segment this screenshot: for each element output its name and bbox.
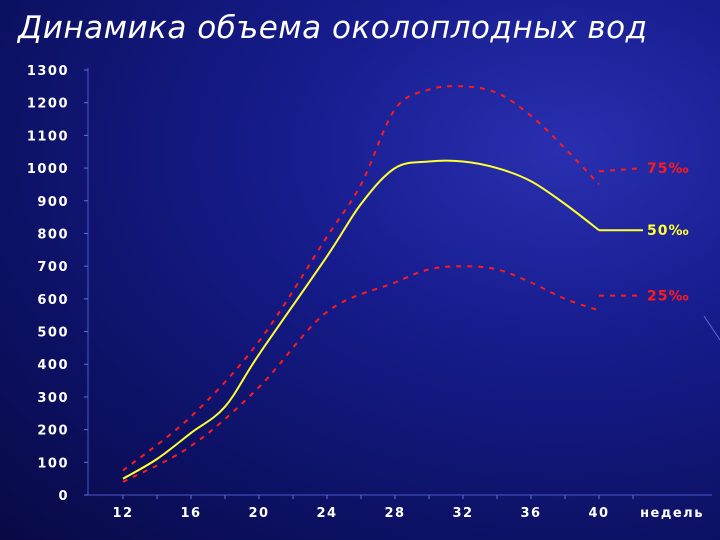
series-label-1: 50‰ — [647, 223, 690, 239]
x-tick-label: 36 — [520, 506, 541, 521]
y-tick-label: 700 — [37, 260, 69, 275]
x-tick-label: 16 — [180, 506, 201, 521]
decorative-streak — [703, 315, 720, 341]
y-tick-label: 500 — [37, 326, 69, 341]
y-tick-label: 300 — [37, 391, 69, 406]
x-tick-label: 32 — [452, 506, 473, 521]
series-line-0 — [122, 85, 600, 472]
y-tick-label: 100 — [37, 456, 69, 471]
y-tick-label: 400 — [37, 358, 69, 373]
y-tick-label: 1000 — [27, 162, 69, 177]
y-tick-label: 900 — [37, 195, 69, 210]
series-label-0: 75‰ — [647, 161, 690, 177]
x-tick-label: 12 — [112, 506, 133, 521]
x-tick-label: 24 — [316, 506, 337, 521]
y-tick-label: 600 — [37, 293, 69, 308]
x-tick-label: 28 — [384, 506, 405, 521]
series-label-2: 25‰ — [647, 289, 690, 305]
y-tick-label: 0 — [58, 489, 69, 504]
y-tick-label: 1300 — [27, 64, 69, 79]
slide-title: Динамика объема околоплодных вод — [18, 10, 648, 46]
y-tick-label: 200 — [37, 424, 69, 439]
series-line-2 — [122, 265, 600, 483]
y-tick-label: 1200 — [27, 97, 69, 112]
x-tick-label: 40 — [588, 506, 609, 521]
series-tail-0 — [598, 167, 644, 173]
y-tick-label: 1100 — [27, 129, 69, 144]
y-tick-label: 800 — [37, 227, 69, 242]
series-line-1 — [122, 159, 600, 480]
x-tick-label: 20 — [248, 506, 269, 521]
x-unit-label: недель — [640, 506, 704, 521]
